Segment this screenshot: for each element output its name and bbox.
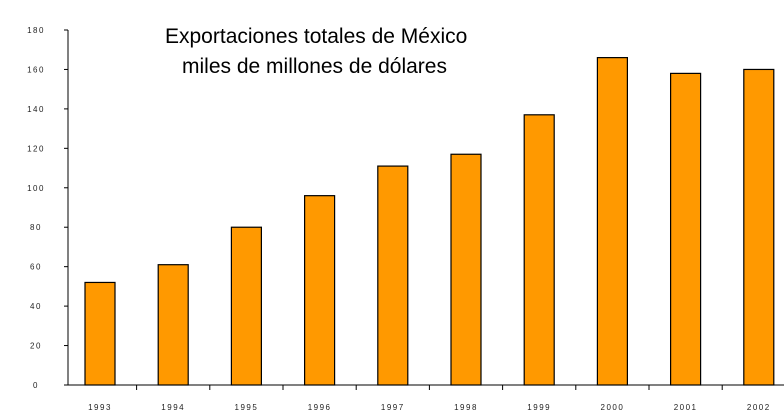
bar-1994 bbox=[157, 264, 189, 386]
y-tick-label: 180 bbox=[27, 26, 45, 35]
chart-subtitle: miles de millones de dólares bbox=[182, 55, 447, 78]
y-tick-label: 160 bbox=[27, 65, 45, 74]
y-tick-label: 80 bbox=[30, 223, 42, 232]
bar-2000 bbox=[596, 57, 629, 386]
bars-group bbox=[84, 57, 775, 386]
x-tick-label: 1993 bbox=[88, 403, 112, 412]
x-tick-label: 1995 bbox=[235, 403, 259, 412]
x-tick-label: 2002 bbox=[747, 403, 771, 412]
y-axis-ticks: 0 20 40 60 80 100 120 140 160 180 bbox=[27, 26, 68, 390]
y-tick-label: 140 bbox=[27, 105, 45, 114]
x-tick-label: 1997 bbox=[381, 403, 405, 412]
bar-1999 bbox=[523, 114, 555, 386]
chart-title: Exportaciones totales de México bbox=[165, 25, 467, 48]
x-tick-label: 1999 bbox=[527, 403, 551, 412]
bar-1993 bbox=[84, 281, 116, 386]
y-tick-label: 60 bbox=[30, 263, 42, 272]
bar-1996 bbox=[304, 195, 336, 386]
y-tick-label: 20 bbox=[30, 342, 42, 351]
x-tick-label: 2000 bbox=[601, 403, 625, 412]
x-tick-label: 1996 bbox=[308, 403, 332, 412]
bar-1997 bbox=[377, 165, 409, 386]
x-axis-labels: 1993 1994 1995 1996 1997 1998 1999 2000 2001 2002 bbox=[88, 385, 771, 412]
x-tick-label: 2001 bbox=[674, 403, 698, 412]
x-axis-ticks bbox=[136, 385, 723, 390]
x-tick-label: 1994 bbox=[161, 403, 185, 412]
chart-title-group: Exportaciones totales de México miles de… bbox=[165, 25, 467, 78]
bar-2001 bbox=[669, 72, 702, 386]
y-tick-label: 40 bbox=[30, 302, 42, 311]
bar-1995 bbox=[230, 226, 262, 386]
y-tick-label: 100 bbox=[27, 184, 45, 193]
bar-2002 bbox=[743, 68, 775, 386]
bar-1998 bbox=[450, 153, 482, 386]
y-tick-label: 0 bbox=[33, 381, 39, 390]
y-tick-label: 120 bbox=[27, 144, 45, 153]
x-tick-label: 1998 bbox=[454, 403, 478, 412]
